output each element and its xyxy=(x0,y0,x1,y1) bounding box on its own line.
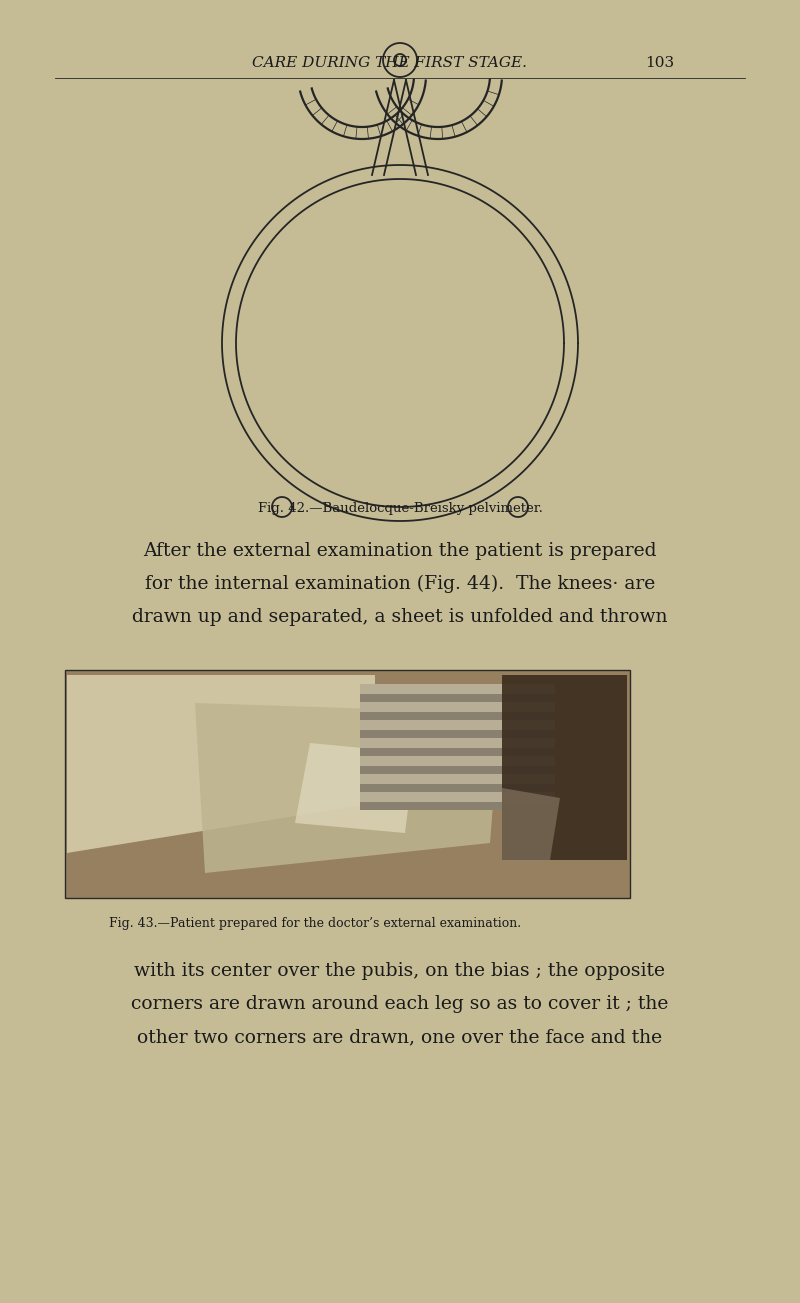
Text: Fig. 43.—Patient prepared for the doctor’s external examination.: Fig. 43.—Patient prepared for the doctor… xyxy=(109,916,521,929)
Bar xyxy=(360,766,555,774)
Bar xyxy=(360,803,555,810)
Bar xyxy=(360,756,555,766)
Bar xyxy=(360,730,555,737)
Text: After the external examination the patient is prepared: After the external examination the patie… xyxy=(143,542,657,560)
Text: 103: 103 xyxy=(646,56,674,70)
Text: corners are drawn around each leg so as to cover it ; the: corners are drawn around each leg so as … xyxy=(131,995,669,1012)
Bar xyxy=(360,737,555,748)
Bar xyxy=(360,694,555,702)
Polygon shape xyxy=(502,788,560,860)
Text: for the internal examination (Fig. 44).  The knees· are: for the internal examination (Fig. 44). … xyxy=(145,575,655,593)
Polygon shape xyxy=(195,704,500,873)
Bar xyxy=(360,774,555,784)
Bar xyxy=(360,784,555,792)
Text: with its center over the pubis, on the bias ; the opposite: with its center over the pubis, on the b… xyxy=(134,962,666,980)
Bar xyxy=(65,670,630,898)
Text: Fig. 42.—Baudelocque-Breisky pelvimeter.: Fig. 42.—Baudelocque-Breisky pelvimeter. xyxy=(258,502,542,515)
Bar xyxy=(502,675,627,860)
Bar xyxy=(360,702,555,711)
Bar xyxy=(360,684,555,694)
Polygon shape xyxy=(295,743,415,833)
Bar xyxy=(360,792,555,803)
Text: CARE DURING THE FIRST STAGE.: CARE DURING THE FIRST STAGE. xyxy=(253,56,527,70)
Bar xyxy=(360,721,555,730)
Bar xyxy=(360,748,555,756)
Bar xyxy=(360,711,555,721)
Text: other two corners are drawn, one over the face and the: other two corners are drawn, one over th… xyxy=(138,1028,662,1046)
Text: drawn up and separated, a sheet is unfolded and thrown: drawn up and separated, a sheet is unfol… xyxy=(132,609,668,625)
Polygon shape xyxy=(67,675,375,853)
